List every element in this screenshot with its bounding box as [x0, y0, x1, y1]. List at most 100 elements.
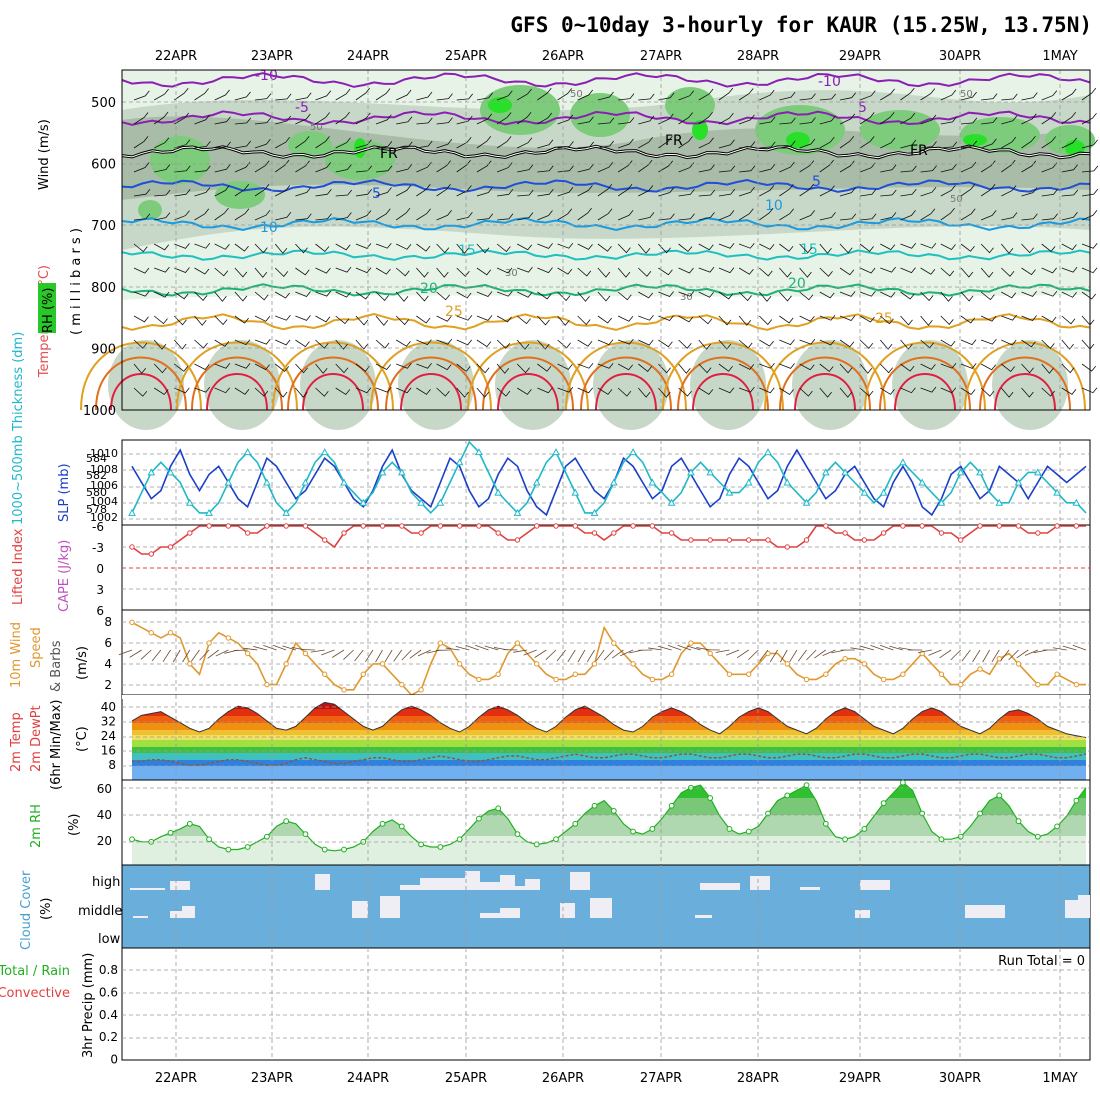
- precip-tick-0: 0.8: [99, 963, 118, 977]
- rh2m-pt-0: [129, 836, 135, 843]
- barb-27-1: [678, 112, 694, 125]
- barb-15-2: [436, 138, 453, 149]
- barb-30-3: [739, 165, 756, 173]
- wind10-barb-67: [769, 649, 778, 663]
- barb-2-12: [174, 387, 190, 394]
- barb-11-5: [355, 210, 372, 221]
- barb-21-8: [557, 291, 571, 302]
- warm-contour-4-0: [467, 341, 589, 411]
- barb-15-3: [436, 160, 452, 173]
- barb-25-12: [637, 387, 651, 398]
- barb-29-5: [718, 210, 735, 221]
- precip-grid: [122, 948, 1090, 1060]
- lifted-index-pt-92: [1015, 523, 1022, 529]
- ylabel-cloud-unit: (%): [39, 898, 54, 921]
- rh2m-pt-62: [726, 826, 733, 832]
- barb-1-11: [153, 363, 167, 374]
- li-tick-4: 6: [96, 604, 104, 618]
- wind10-pt-28: [399, 681, 405, 688]
- rh-green-blob-5: [570, 93, 630, 137]
- slp-tick-1002: 1002: [90, 511, 118, 524]
- barb-0-2: [133, 136, 149, 149]
- bottom-date-5: 27APR: [640, 1071, 682, 1086]
- barb-38-8: [900, 291, 915, 300]
- rh-bright-blob-2: [786, 132, 810, 148]
- ylabel-precip-2: Convective: [0, 986, 70, 1001]
- barb-15-1: [436, 117, 453, 125]
- barb-2-10: [173, 339, 187, 350]
- wind10-pt-96: [1054, 671, 1060, 677]
- rh-green-blob-2: [288, 131, 332, 159]
- rh2m-pt-38: [495, 805, 502, 812]
- barb-35-5: [839, 213, 857, 221]
- rh2m-line: [131, 781, 1087, 852]
- barb-35-0: [839, 92, 857, 101]
- barb-46-10: [1061, 339, 1074, 350]
- chart-title: GFS 0~10day 3-hourly for KAUR (15.25W, 1…: [510, 13, 1092, 37]
- thickness-pt-92: [1014, 478, 1023, 486]
- thickness-pt-36: [475, 448, 483, 456]
- contour-label-5: FR: [665, 133, 683, 149]
- ylabel-precip-1: Total / Rain: [0, 964, 70, 979]
- precip-axis: 0.8 0.6 0.4 0.2 0: [99, 963, 118, 1067]
- wind10-barb-8: [199, 649, 210, 661]
- barb-9-9: [315, 315, 331, 323]
- barb-19-8: [517, 291, 533, 298]
- barb-4-10: [214, 339, 230, 347]
- rh2m-pt-92: [1015, 818, 1022, 825]
- wind10-barb-98: [1062, 645, 1077, 651]
- rh2m-tick-60: 60: [97, 782, 112, 796]
- barb-33-9: [799, 315, 815, 322]
- barb-40-3: [940, 163, 957, 173]
- top-date-1: 23APR: [251, 49, 293, 64]
- barb-44-8: [1021, 291, 1037, 297]
- contour-label-6: FR: [910, 143, 928, 159]
- barb-36-1: [859, 112, 875, 125]
- barb-7-11: [274, 363, 290, 372]
- barb-31-7: [759, 267, 773, 277]
- barb-13-1: [396, 116, 413, 125]
- barb-30-6: [738, 242, 755, 249]
- barb-37-10: [879, 339, 893, 350]
- barb-13-3: [396, 163, 413, 173]
- temp2m-tick-8: 8: [108, 758, 116, 772]
- barb-16-0: [456, 93, 474, 101]
- barb-25-1: [638, 115, 655, 125]
- wind10-pt-64: [746, 671, 752, 677]
- thickness-pt-86: [956, 468, 965, 476]
- cloud-high-1: [170, 881, 190, 890]
- barb-36-6: [859, 243, 874, 252]
- wind10-barb-87: [961, 649, 971, 662]
- barb-32-12: [779, 387, 794, 396]
- slp-line: [131, 448, 1087, 517]
- rh2m-pt-10: [225, 846, 232, 853]
- barb-44-5: [1021, 213, 1038, 221]
- barb-6-9: [254, 315, 271, 322]
- wind10-pt-30: [418, 687, 424, 693]
- barb-26-8: [658, 291, 674, 297]
- wind10-barb-10: [215, 649, 229, 657]
- barb-34-11: [819, 363, 834, 373]
- lifted-index-pt-32: [437, 523, 444, 529]
- thick-tick-582: 582: [86, 469, 107, 482]
- barb-19-2: [517, 137, 533, 149]
- rh2m-pt-48: [591, 802, 598, 809]
- barb-44-7: [1021, 267, 1036, 276]
- barb-44-1: [1021, 113, 1037, 125]
- barb-32-2: [779, 140, 796, 149]
- wind10-barb-80: [889, 645, 904, 651]
- contour-label-19: 50: [570, 89, 583, 100]
- barb-34-8: [819, 291, 835, 299]
- rh2m-pt-86: [957, 833, 964, 840]
- barb-39-1: [920, 114, 937, 125]
- barb-34-9: [819, 314, 836, 321]
- barb-3-12: [194, 386, 211, 393]
- barb-47-6: [1081, 243, 1098, 249]
- barb-11-7: [355, 267, 372, 274]
- barb-20-4: [537, 188, 554, 197]
- barb-29-6: [718, 243, 735, 249]
- wind10-barb-79: [879, 644, 894, 651]
- barb-39-8: [920, 291, 934, 302]
- barb-23-10: [597, 339, 614, 346]
- thickness-pt-98: [1072, 498, 1081, 506]
